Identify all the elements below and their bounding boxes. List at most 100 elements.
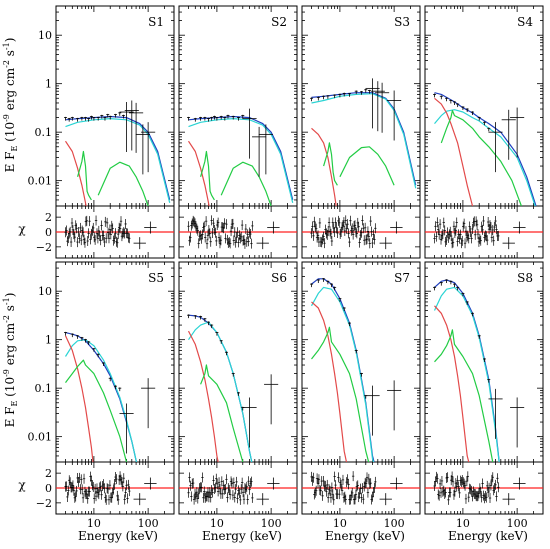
series-comptonization — [65, 117, 171, 203]
y-axis-title-bottom: E FE (10-9 erg cm-2 s-1) — [2, 293, 19, 428]
data-point — [333, 286, 337, 291]
data-point — [236, 116, 240, 121]
data-point — [310, 283, 314, 288]
data-point — [347, 322, 351, 327]
data-point — [465, 301, 469, 305]
data-point — [80, 116, 84, 121]
data-point — [488, 122, 503, 173]
data-point — [89, 115, 93, 120]
data-point — [215, 331, 219, 336]
data-point — [326, 95, 330, 99]
x-tick-label: 10 — [210, 517, 224, 530]
data-point — [453, 283, 457, 288]
data-point — [439, 95, 443, 100]
series-total — [65, 332, 138, 462]
residual-axis-title-bottom: χ — [18, 478, 26, 492]
x-tick-label: 100 — [507, 517, 528, 530]
panel-s2: S2 — [178, 5, 298, 259]
data-point — [101, 362, 105, 367]
y-tick-label: 0.1 — [35, 382, 53, 395]
data-point — [456, 103, 460, 108]
data-point — [207, 321, 211, 326]
data-point — [108, 115, 112, 120]
data-point — [252, 126, 267, 177]
x-axis-title-left: Energy (keV) — [78, 529, 158, 543]
data-point — [236, 392, 240, 396]
y-tick-label: 0.01 — [28, 175, 53, 188]
data-point — [354, 349, 358, 354]
data-point — [439, 281, 443, 286]
data-point — [375, 82, 390, 133]
data-point — [264, 374, 279, 425]
data-point — [121, 114, 125, 119]
data-point — [199, 315, 203, 320]
data-point — [226, 114, 230, 119]
data-point — [449, 280, 453, 285]
residual-tick-label: 2 — [45, 467, 52, 480]
panel-label: S2 — [271, 15, 287, 29]
data-point — [461, 106, 465, 111]
series-reflection — [200, 364, 244, 462]
y-tick-label: 1 — [45, 78, 52, 91]
panel-label: S5 — [148, 271, 164, 285]
data-point — [387, 380, 402, 431]
data-point — [338, 297, 342, 302]
data-point — [103, 116, 107, 121]
series-comptonization — [188, 321, 253, 462]
data-point — [330, 283, 334, 288]
data-point — [445, 97, 449, 102]
x-tick-label: 100 — [138, 517, 159, 530]
series-blackbody — [311, 127, 337, 206]
data-point — [92, 116, 96, 121]
data-point — [219, 115, 223, 120]
data-point — [141, 122, 156, 173]
data-point — [67, 117, 71, 122]
y-tick-label: 10 — [38, 285, 52, 298]
main-frame — [178, 261, 298, 463]
data-point — [219, 340, 223, 344]
data-point — [482, 121, 486, 126]
x-tick-label: 10 — [87, 517, 101, 530]
data-point — [322, 278, 326, 282]
residual-tick-label: −2 — [36, 497, 52, 510]
panel-s7: 10 100 S7 — [301, 261, 421, 530]
series-total — [311, 92, 417, 186]
panel-label: S6 — [271, 271, 287, 285]
data-point — [215, 116, 219, 121]
data-point — [258, 124, 273, 175]
data-point — [135, 124, 150, 175]
series-total — [434, 279, 500, 462]
residual-axis-title-top: χ — [18, 222, 26, 236]
data-point — [487, 378, 491, 383]
data-point — [241, 114, 245, 119]
data-point — [118, 387, 122, 392]
data-point — [193, 117, 197, 122]
data-point — [64, 331, 68, 336]
data-point — [242, 397, 257, 448]
series-reflection_fe — [77, 150, 92, 201]
panel-s1: 0.01 0.1 1 10 −2 0 2 S1 — [28, 5, 175, 259]
svg-text:E FE (10-9 erg cm-2 s-1): E FE (10-9 erg cm-2 s-1) — [2, 293, 19, 428]
x-tick-label: 10 — [333, 517, 347, 530]
data-point — [141, 378, 156, 429]
data-point — [367, 89, 371, 94]
data-point — [453, 101, 457, 105]
panel-s4: S4 — [424, 5, 544, 259]
data-point — [119, 403, 134, 454]
main-frame — [55, 5, 175, 207]
data-point — [203, 318, 207, 322]
data-point — [242, 108, 257, 159]
y-tick-label: 0.01 — [28, 431, 53, 444]
data-point — [84, 338, 88, 343]
series-blackbody — [434, 305, 470, 462]
data-point — [100, 114, 104, 119]
data-point — [510, 107, 525, 158]
y-tick-label: 1 — [45, 334, 52, 347]
axis-titles: Energy (keV) Energy (keV) Energy (keV) E… — [2, 38, 528, 543]
y-tick-label: 0.1 — [35, 126, 53, 139]
series-reflection — [440, 109, 522, 206]
data-point — [433, 286, 437, 291]
data-point — [113, 385, 117, 390]
series-reflection_hump — [220, 161, 272, 206]
series-reflection — [434, 329, 494, 462]
